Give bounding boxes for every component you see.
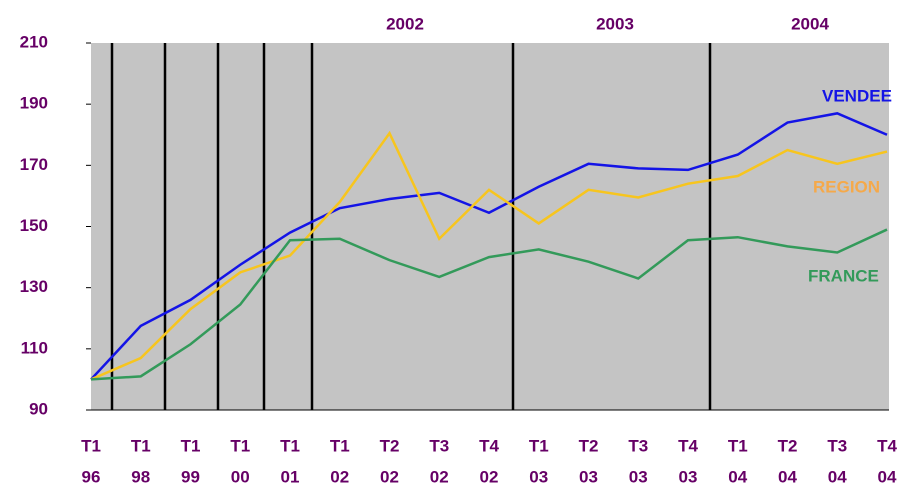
x-tick-label: T1 (230, 436, 250, 455)
year-label: 2004 (791, 14, 829, 33)
y-tick-label: 90 (29, 399, 48, 418)
x-tick-label: T1 (181, 436, 201, 455)
x-tick-label: T4 (678, 436, 698, 455)
x-tick-label: 04 (778, 467, 797, 486)
x-tick-label: T3 (429, 436, 449, 455)
x-tick-label: 03 (629, 467, 648, 486)
x-tick-label: 99 (181, 467, 200, 486)
series-line (90, 228, 888, 381)
series-line (90, 112, 888, 381)
x-tick-label: T1 (280, 436, 300, 455)
y-tick-label: 170 (20, 155, 48, 174)
x-tick-label: 01 (281, 467, 300, 486)
series-label: FRANCE (808, 266, 879, 285)
y-tick-label: 150 (20, 216, 48, 235)
x-tick-label: 00 (231, 467, 250, 486)
x-tick-label: T2 (380, 436, 400, 455)
y-tick-label: 110 (21, 338, 48, 357)
x-tick-label: T1 (728, 436, 748, 455)
x-tick-label: 04 (828, 467, 847, 486)
x-tick-label: 98 (131, 467, 150, 486)
x-tick-label: T1 (529, 436, 549, 455)
x-tick-label: 02 (330, 467, 349, 486)
x-tick-label: T2 (778, 436, 798, 455)
series-label: VENDEE (822, 86, 892, 105)
y-tick-label: 210 (20, 32, 48, 51)
x-tick-label: T3 (628, 436, 648, 455)
x-tick-label: 02 (480, 467, 499, 486)
plot-area (91, 43, 889, 410)
year-label: 2003 (596, 14, 634, 33)
x-tick-label: 96 (82, 467, 101, 486)
x-tick-label: T4 (877, 436, 897, 455)
series-label: REGION (813, 177, 880, 196)
separators (110, 43, 712, 410)
x-tick-label: 04 (728, 467, 747, 486)
x-tick-label: T1 (131, 436, 151, 455)
y-tick-label: 190 (20, 94, 48, 113)
x-tick-label: T2 (579, 436, 599, 455)
x-tick-label: 04 (878, 467, 897, 486)
y-tick-label: 130 (20, 277, 48, 296)
x-tick-label: T1 (330, 436, 350, 455)
x-tick-label: T3 (827, 436, 847, 455)
x-tick-label: 03 (529, 467, 548, 486)
series-line (90, 130, 888, 381)
x-tick-label: 02 (430, 467, 449, 486)
x-tick-label: T1 (81, 436, 101, 455)
x-tick-label: 03 (579, 467, 598, 486)
x-tick-label: T4 (479, 436, 499, 455)
x-tick-label: 02 (380, 467, 399, 486)
x-tick-label: 03 (679, 467, 698, 486)
year-label: 2002 (386, 14, 424, 33)
